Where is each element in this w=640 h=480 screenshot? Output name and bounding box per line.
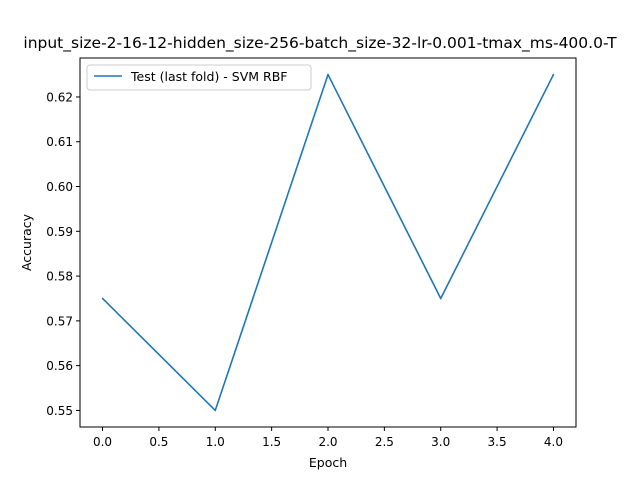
data-point [552, 73, 555, 76]
plot-frame [79, 57, 577, 428]
x-tick-label: 0.0 [93, 435, 112, 449]
series-layer [101, 73, 555, 412]
y-tick-label: 0.60 [46, 180, 73, 194]
x-axis-label: Epoch [309, 455, 347, 470]
legend: Test (last fold) - SVM RBF [86, 64, 312, 91]
y-tick-label: 0.55 [46, 404, 73, 418]
chart-title: input_size-2-16-12-hidden_size-256-batch… [23, 34, 617, 53]
x-tick-label: 0.5 [149, 435, 168, 449]
x-tick-label: 2.5 [375, 435, 394, 449]
x-tick-label: 2.0 [318, 435, 337, 449]
y-tick-label: 0.56 [46, 359, 73, 373]
data-point [327, 73, 329, 76]
data-point [101, 297, 104, 300]
y-tick-label: 0.62 [46, 90, 73, 104]
y-tick-label: 0.59 [46, 225, 73, 239]
legend-entry-label: Test (last fold) - SVM RBF [130, 69, 287, 84]
x-tick-label: 3.5 [488, 435, 507, 449]
x-tick-label: 4.0 [544, 435, 563, 449]
x-tick-label: 3.0 [431, 435, 450, 449]
x-tick-label: 1.5 [262, 435, 281, 449]
series-line [101, 73, 555, 412]
y-axis-label: Accuracy [19, 213, 34, 271]
x-tick-label: 1.0 [206, 435, 225, 449]
y-tick-label: 0.58 [46, 270, 73, 284]
y-tick-label: 0.57 [46, 314, 73, 328]
y-tick-label: 0.61 [46, 135, 73, 149]
data-point [214, 409, 217, 412]
ticks-layer: 0.0 0.5 1.0 1.5 2.0 2.5 3.0 3.5 4.0 0.55 0.56 0.57 0… [46, 90, 563, 449]
data-point [439, 297, 442, 300]
legend-box [86, 64, 312, 91]
